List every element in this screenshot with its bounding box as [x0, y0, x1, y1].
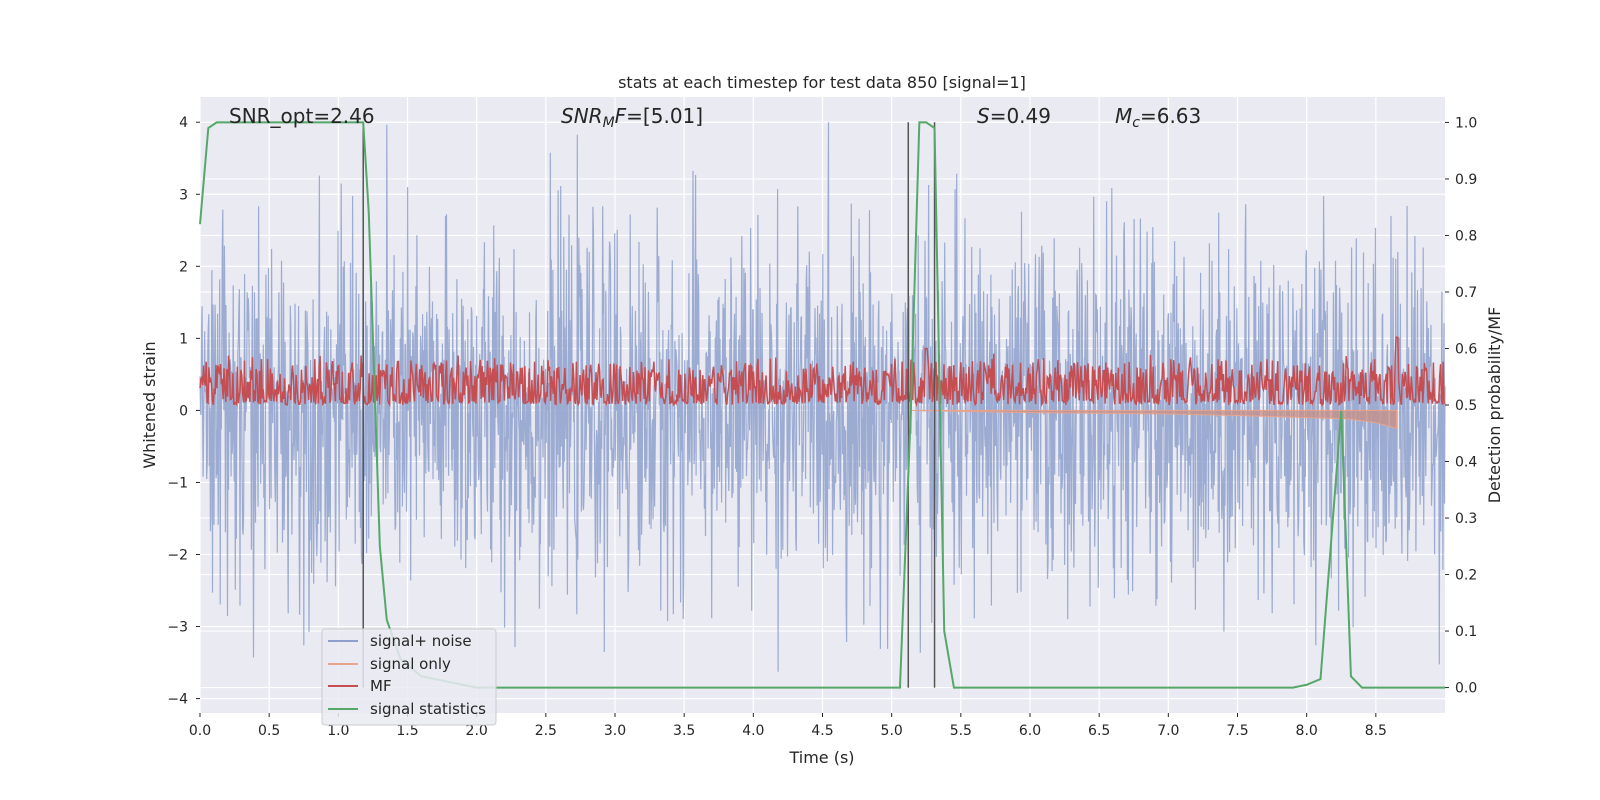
x-tick-label-7: 3.5 [673, 723, 695, 739]
y-right-axis-ticks: 1.0 0.9 0.8 0.7 0.6 0.5 0.4 0.3 0.2 0.1 0.0 [1445, 115, 1477, 697]
y-left-tick-label-2: 2 [179, 259, 188, 275]
y-right-tick-label-7: 0.3 [1455, 511, 1477, 527]
snr-mf-value: =[5.01] [626, 104, 703, 128]
y-left-tick-label-4: 0 [179, 403, 188, 419]
s-value: =0.49 [990, 104, 1051, 128]
x-tick-label-12: 6.0 [1019, 723, 1041, 739]
s-label: S [977, 104, 990, 128]
legend-label-statistics: signal statistics [370, 700, 486, 718]
x-tick-label-0: 0.0 [189, 723, 211, 739]
mc-value: =6.63 [1140, 104, 1201, 128]
y-left-tick-label-5: −1 [167, 475, 188, 491]
y-right-tick-label-8: 0.2 [1455, 568, 1477, 584]
series-mf [199, 336, 1446, 408]
noise-line [199, 122, 1446, 672]
x-tick-label-6: 3.0 [604, 723, 626, 739]
y-right-tick-label-4: 0.6 [1455, 341, 1477, 357]
y-right-tick-label-0: 1.0 [1455, 115, 1477, 131]
x-tick-label-11: 5.5 [950, 723, 972, 739]
snr-mf-sub: M [603, 115, 615, 131]
y-left-axis-ticks: 4 3 2 1 0 −1 −2 −3 −4 [167, 115, 200, 708]
x-axis-ticks: 0.0 0.5 1.0 1.5 2.0 2.5 3.0 3.5 4.0 4.5 5.0 5.5 6.0 6… [189, 713, 1387, 739]
annotation-mc: Mc=6.63 [1115, 104, 1201, 131]
statistics-line [199, 121, 1445, 689]
y-left-tick-label-8: −4 [167, 692, 188, 708]
x-tick-label-8: 4.0 [742, 723, 764, 739]
x-tick-label-3: 1.5 [396, 723, 418, 739]
series-signal-only [908, 409, 1398, 430]
y-left-tick-label-7: −3 [167, 620, 188, 636]
x-tick-label-9: 4.5 [811, 723, 833, 739]
y-left-tick-label-3: 1 [179, 331, 188, 347]
y-right-tick-label-2: 0.8 [1455, 228, 1477, 244]
x-tick-label-4: 2.0 [466, 723, 488, 739]
x-tick-label-5: 2.5 [535, 723, 557, 739]
x-tick-label-17: 8.5 [1365, 723, 1387, 739]
y-right-axis-label: Detection probability/MF [1485, 307, 1504, 504]
mf-line [199, 336, 1446, 408]
y-right-tick-label-3: 0.7 [1455, 285, 1477, 301]
y-right-tick-label-5: 0.5 [1455, 398, 1477, 414]
y-right-tick-label-6: 0.4 [1455, 455, 1477, 471]
y-left-tick-label-1: 3 [179, 187, 188, 203]
y-right-tick-label-9: 0.1 [1455, 624, 1477, 640]
annotation-snr-opt: SNR_opt=2.46 [229, 104, 375, 128]
legend-label-noise: signal+ noise [370, 632, 472, 650]
mc-label: M [1115, 104, 1132, 128]
vertical-markers [362, 122, 936, 688]
annotation-snr-mf: SNRMF=[5.01] [561, 104, 703, 131]
y-left-tick-label-6: −2 [167, 547, 188, 563]
x-tick-label-15: 7.5 [1226, 723, 1248, 739]
x-tick-label-13: 6.5 [1088, 723, 1110, 739]
snr-mf-rest: F [615, 104, 627, 128]
chart-title: stats at each timestep for test data 850… [618, 73, 1026, 92]
legend-box [321, 628, 497, 726]
series-signal-plus-noise [199, 122, 1446, 672]
mc-sub: c [1132, 115, 1140, 131]
y-left-tick-label-0: 4 [179, 115, 188, 131]
y-right-tick-label-10: 0.0 [1455, 681, 1477, 697]
x-tick-label-10: 5.0 [881, 723, 903, 739]
x-tick-label-14: 7.0 [1157, 723, 1179, 739]
x-axis-label: Time (s) [788, 748, 854, 767]
y-left-axis-label: Whitened strain [140, 341, 159, 468]
series-signal-statistics [199, 121, 1445, 689]
legend: signal+ noise signal only MF signal stat… [321, 628, 497, 726]
y-right-tick-label-1: 0.9 [1455, 172, 1477, 188]
x-tick-label-16: 8.0 [1296, 723, 1318, 739]
annotation-s: S=0.49 [977, 104, 1051, 128]
legend-label-signal-only: signal only [370, 655, 451, 673]
signal-only-envelope [908, 409, 1398, 430]
legend-label-mf: MF [370, 677, 392, 695]
x-tick-label-2: 1.0 [327, 723, 349, 739]
x-tick-label-1: 0.5 [258, 723, 280, 739]
snr-mf-prefix: SNR [561, 104, 603, 128]
